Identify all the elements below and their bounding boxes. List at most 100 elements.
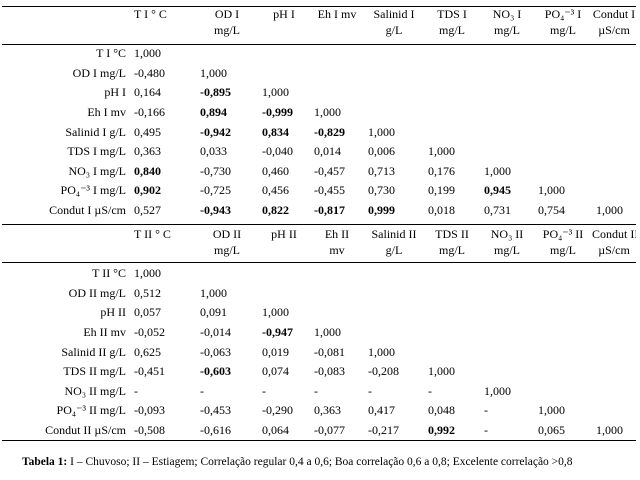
- column-header-line: T II ° C: [134, 227, 171, 241]
- column-header-line: PO₄⁻³ I: [544, 7, 582, 21]
- table2-bottom-rule: [2, 440, 636, 441]
- correlation-cell: [480, 264, 534, 284]
- correlation-cell: 0,992: [428, 423, 455, 438]
- correlation-cell: -0,014: [200, 325, 231, 340]
- correlation-cell: [310, 44, 364, 64]
- column-header: pH I: [258, 6, 310, 44]
- correlation-cell: [258, 264, 310, 284]
- correlation-cell: 1,000: [368, 124, 395, 139]
- correlation-cell: [480, 122, 534, 142]
- correlation-cell: [310, 83, 364, 103]
- column-header: Condut II µS/cm: [592, 226, 636, 264]
- table-row: Salinid II g/L 0,625 -0,063 0,019 -0,081 1,00…: [0, 342, 636, 362]
- correlation-cell: -0,947: [262, 325, 293, 340]
- column-header-line: mg/L: [214, 23, 240, 37]
- correlation-cell: 1,000: [262, 85, 289, 100]
- correlation-cell: 0,057: [134, 305, 161, 320]
- correlation-cell: [258, 64, 310, 84]
- correlation-cell: [196, 44, 258, 64]
- correlation-cell: 1,000: [368, 344, 395, 359]
- correlation-cell: [534, 362, 592, 382]
- correlation-cell: [480, 342, 534, 362]
- column-header: T I ° C: [130, 6, 196, 44]
- row-label: PO₄⁻³ II mg/L: [56, 403, 126, 418]
- column-header-line: T I ° C: [134, 7, 167, 21]
- correlation-cell: [424, 342, 480, 362]
- correlation-cell: [364, 323, 424, 343]
- row-label: OD I mg/L: [72, 65, 126, 80]
- header-row: T I ° C OD I mg/L pH I Eh I mv Salinid I g/L TD…: [0, 6, 636, 44]
- column-header: NO₃ II mg/L: [480, 226, 534, 264]
- correlation-cell: [310, 64, 364, 84]
- correlation-cell: 1,000: [428, 144, 455, 159]
- correlation-cell: 0,460: [262, 163, 289, 178]
- correlation-cell: [534, 382, 592, 402]
- column-header: PO₄⁻³ I mg/L: [534, 6, 592, 44]
- table-row: pH II 0,057 0,091 1,000: [0, 303, 636, 323]
- table-caption: Tabela 1: I – Chuvoso; II – Estiagem; Co…: [22, 456, 573, 468]
- correlation-cell: 1,000: [200, 285, 227, 300]
- correlation-cell: 0,822: [262, 203, 289, 218]
- correlation-cell: -0,943: [200, 203, 231, 218]
- correlation-cell: [424, 44, 480, 64]
- correlation-cell: 0,456: [262, 183, 289, 198]
- correlation-cell: 0,512: [134, 285, 161, 300]
- correlation-cell: [310, 303, 364, 323]
- correlation-cell: -: [368, 383, 372, 398]
- correlation-cell: -0,451: [134, 364, 165, 379]
- row-label: T II °C: [92, 266, 126, 281]
- table2-top-rule: [2, 224, 636, 225]
- column-header: PO₄⁻³ II mg/L: [534, 226, 592, 264]
- correlation-cell: -: [484, 423, 488, 438]
- correlation-cell: 1,000: [596, 203, 623, 218]
- correlation-cell: 1,000: [428, 364, 455, 379]
- table-row: Salinid I g/L 0,495 -0,942 0,834 -0,829 1,000: [0, 122, 636, 142]
- column-header-line: Condut I: [592, 7, 636, 21]
- row-label: Salinid I g/L: [65, 124, 126, 139]
- table2-correlation-matrix: T II ° C OD II mg/L pH II Eh II mv Salinid II g…: [0, 226, 636, 440]
- column-header: OD II mg/L: [196, 226, 258, 264]
- correlation-cell: 0,074: [262, 364, 289, 379]
- column-header-line: Salinid I: [373, 7, 415, 21]
- correlation-cell: 0,048: [428, 403, 455, 418]
- correlation-cell: [534, 342, 592, 362]
- correlation-cell: 0,902: [134, 183, 161, 198]
- correlation-cell: -0,083: [314, 364, 345, 379]
- table1-correlation-matrix: T I ° C OD I mg/L pH I Eh I mv Salinid I g/L TD…: [0, 6, 636, 220]
- correlation-cell: 1,000: [484, 163, 511, 178]
- correlation-cell: -0,081: [314, 344, 345, 359]
- correlation-cell: [480, 323, 534, 343]
- correlation-cell: [258, 284, 310, 304]
- table-row: T II °C 1,000: [0, 264, 636, 284]
- correlation-cell: [480, 303, 534, 323]
- column-header: NO₃ I mg/L: [480, 6, 534, 44]
- column-header-line: mg/L: [494, 23, 520, 37]
- correlation-cell: -: [484, 403, 488, 418]
- row-label: PO₄⁻³ I mg/L: [60, 183, 126, 198]
- correlation-cell: [364, 83, 424, 103]
- correlation-cell: [534, 64, 592, 84]
- correlation-cell: [534, 264, 592, 284]
- column-header-line: mg/L: [550, 243, 576, 257]
- row-label: Condut II µS/cm: [45, 423, 126, 438]
- correlation-cell: -0,616: [200, 423, 231, 438]
- column-header-line: mg/L: [494, 243, 520, 257]
- correlation-cell: [592, 122, 636, 142]
- column-header-line: mg/L: [439, 243, 465, 257]
- table-row: pH I 0,164 -0,895 1,000: [0, 83, 636, 103]
- correlation-cell: [480, 83, 534, 103]
- correlation-cell: [364, 64, 424, 84]
- correlation-cell: [534, 103, 592, 123]
- correlation-cell: [534, 83, 592, 103]
- table1-top-rule: [2, 6, 636, 7]
- correlation-cell: [480, 64, 534, 84]
- correlation-cell: [364, 303, 424, 323]
- column-header-line: µS/cm: [598, 23, 630, 37]
- correlation-cell: [480, 362, 534, 382]
- column-header-line: pH I: [273, 7, 295, 21]
- correlation-cell: [592, 342, 636, 362]
- correlation-cell: 0,363: [314, 403, 341, 418]
- correlation-cell: 1,000: [596, 423, 623, 438]
- correlation-cell: 0,006: [368, 144, 395, 159]
- correlation-cell: [534, 284, 592, 304]
